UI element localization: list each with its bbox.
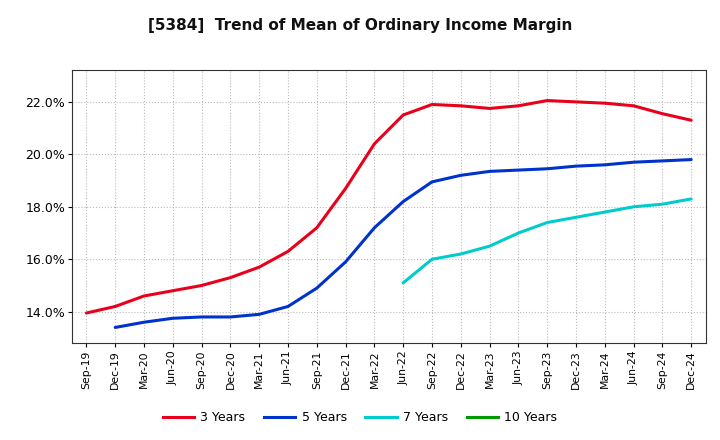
3 Years — [514, 103, 523, 108]
3 Years — [658, 111, 667, 116]
3 Years — [312, 225, 321, 231]
3 Years — [399, 112, 408, 117]
3 Years — [82, 310, 91, 315]
7 Years — [687, 196, 696, 202]
7 Years — [629, 204, 638, 209]
5 Years — [629, 160, 638, 165]
5 Years — [514, 168, 523, 173]
5 Years — [226, 314, 235, 319]
5 Years — [428, 179, 436, 184]
Line: 7 Years: 7 Years — [403, 199, 691, 283]
5 Years — [543, 166, 552, 172]
3 Years — [600, 101, 609, 106]
5 Years — [687, 157, 696, 162]
3 Years — [370, 141, 379, 147]
5 Years — [197, 314, 206, 319]
7 Years — [572, 215, 580, 220]
3 Years — [485, 106, 494, 111]
3 Years — [456, 103, 465, 108]
7 Years — [485, 243, 494, 249]
3 Years — [341, 186, 350, 191]
3 Years — [140, 293, 148, 299]
3 Years — [284, 249, 292, 254]
5 Years — [485, 169, 494, 174]
Line: 3 Years: 3 Years — [86, 101, 691, 313]
5 Years — [255, 312, 264, 317]
7 Years — [456, 251, 465, 257]
7 Years — [543, 220, 552, 225]
3 Years — [629, 103, 638, 108]
3 Years — [687, 117, 696, 123]
7 Years — [428, 257, 436, 262]
5 Years — [140, 319, 148, 325]
5 Years — [456, 172, 465, 178]
Text: [5384]  Trend of Mean of Ordinary Income Margin: [5384] Trend of Mean of Ordinary Income … — [148, 18, 572, 33]
5 Years — [572, 164, 580, 169]
3 Years — [255, 264, 264, 270]
5 Years — [658, 158, 667, 164]
7 Years — [600, 209, 609, 215]
3 Years — [111, 304, 120, 309]
Legend: 3 Years, 5 Years, 7 Years, 10 Years: 3 Years, 5 Years, 7 Years, 10 Years — [158, 407, 562, 429]
3 Years — [197, 283, 206, 288]
5 Years — [312, 286, 321, 291]
Line: 5 Years: 5 Years — [115, 160, 691, 327]
3 Years — [428, 102, 436, 107]
5 Years — [284, 304, 292, 309]
5 Years — [600, 162, 609, 168]
3 Years — [226, 275, 235, 280]
3 Years — [572, 99, 580, 105]
7 Years — [514, 231, 523, 236]
3 Years — [543, 98, 552, 103]
7 Years — [658, 202, 667, 207]
5 Years — [370, 225, 379, 231]
5 Years — [111, 325, 120, 330]
5 Years — [399, 199, 408, 204]
5 Years — [168, 315, 177, 321]
7 Years — [399, 280, 408, 286]
3 Years — [168, 288, 177, 293]
5 Years — [341, 259, 350, 264]
